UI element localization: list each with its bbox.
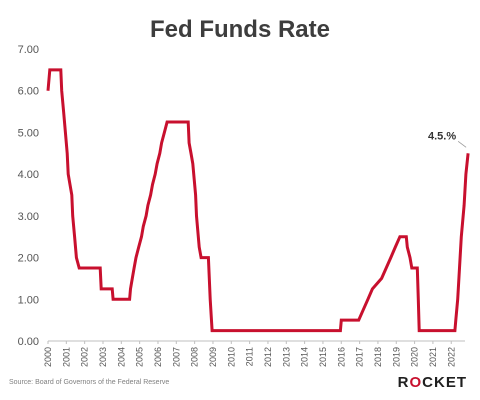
x-tick-label: 2022: [446, 347, 456, 367]
y-tick-label: 1.00: [18, 294, 39, 306]
x-tick-label: 2013: [281, 347, 291, 367]
logo-text-end: CKET: [422, 374, 467, 391]
source-note: Source: Board of Governors of the Federa…: [9, 379, 170, 386]
x-tick-label: 2019: [391, 347, 401, 367]
chart-title: Fed Funds Rate: [149, 16, 330, 43]
y-tick-label: 7.00: [18, 44, 39, 56]
x-tick-label: 2002: [80, 347, 90, 367]
x-tick-label: 2010: [226, 347, 236, 367]
y-tick-label: 5.00: [18, 127, 39, 139]
x-tick-label: 2000: [43, 347, 53, 367]
y-tick-label: 4.00: [18, 169, 39, 181]
annotation-label: 4.5.%: [428, 130, 456, 142]
logo-text-o: O: [409, 374, 423, 391]
annotation-leader: [457, 140, 467, 148]
rocket-logo: ROCKET: [398, 374, 467, 391]
x-tick-label: 2006: [153, 347, 163, 367]
x-tick-label: 2003: [98, 347, 108, 367]
x-tick-label: 2009: [208, 347, 218, 367]
x-tick-label: 2020: [410, 347, 420, 367]
x-tick-label: 2008: [190, 347, 200, 367]
x-tick-label: 2021: [428, 347, 438, 367]
x-tick-label: 2011: [245, 347, 255, 366]
rate-series-line: [46, 68, 470, 333]
x-tick-label: 2007: [171, 347, 181, 367]
x-tick-label: 2001: [61, 347, 71, 367]
x-tick-label: 2004: [116, 347, 126, 367]
logo-text-start: R: [397, 374, 410, 391]
x-tick-label: 2012: [263, 347, 273, 367]
x-tick-label: 2014: [300, 347, 310, 367]
x-tick-label: 2017: [355, 347, 365, 367]
x-tick-label: 2015: [318, 347, 328, 367]
y-tick-label: 3.00: [18, 211, 39, 223]
y-tick-label: 2.00: [18, 253, 39, 265]
y-tick-label: 6.00: [18, 86, 39, 98]
y-tick-label: 0.00: [18, 336, 39, 348]
x-tick-label: 2016: [336, 347, 346, 367]
x-tick-label: 2018: [373, 347, 383, 367]
x-tick-label: 2005: [135, 347, 145, 367]
